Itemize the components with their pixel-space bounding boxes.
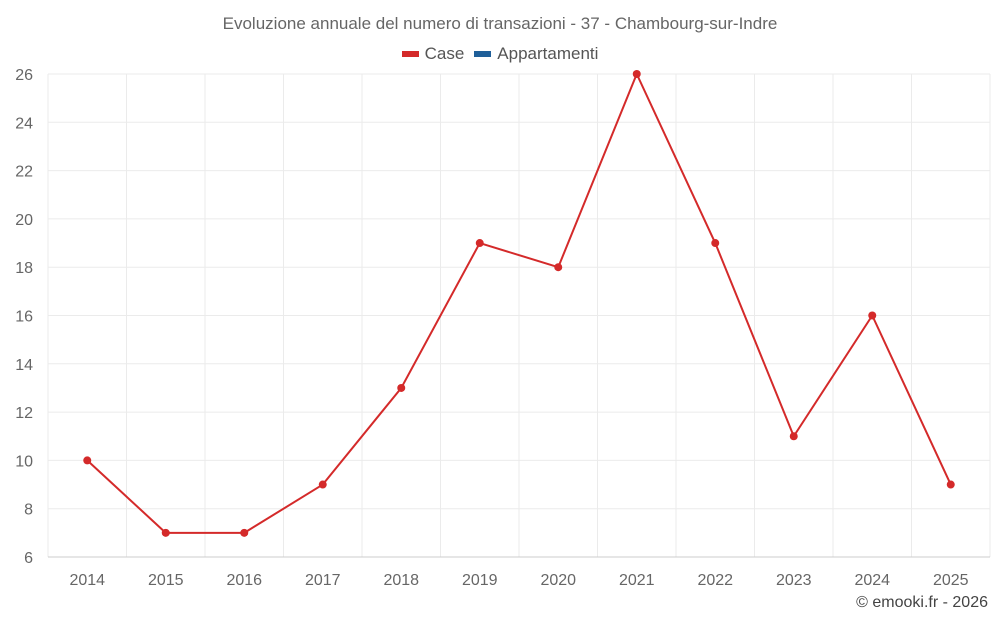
series-layer xyxy=(83,70,955,537)
x-tick-label: 2016 xyxy=(226,572,262,589)
y-tick-label: 24 xyxy=(15,115,33,132)
x-tick-label: 2014 xyxy=(69,572,105,589)
data-point xyxy=(475,239,484,248)
y-tick-label: 20 xyxy=(15,212,33,229)
y-tick-label: 22 xyxy=(15,164,33,181)
data-point xyxy=(868,311,877,320)
legend-label-appartamenti: Appartamenti xyxy=(497,44,599,63)
data-point xyxy=(946,480,955,489)
legend-label-case: Case xyxy=(424,44,465,63)
data-point xyxy=(789,432,798,441)
x-tick-label: 2025 xyxy=(933,572,969,589)
legend-swatch-case xyxy=(401,51,419,57)
y-tick-label: 10 xyxy=(15,453,33,470)
data-point xyxy=(161,528,170,537)
data-point xyxy=(318,480,327,489)
x-tick-label: 2020 xyxy=(540,572,576,589)
x-tick-label: 2017 xyxy=(305,572,341,589)
y-tick-label: 8 xyxy=(24,502,33,519)
x-tick-label: 2015 xyxy=(148,572,184,589)
y-tick-label: 14 xyxy=(15,357,33,374)
legend-item-case[interactable]: Case xyxy=(401,44,465,64)
data-point xyxy=(554,263,563,272)
x-tick-label: 2019 xyxy=(462,572,498,589)
y-tick-label: 26 xyxy=(15,67,33,84)
y-tick-label: 16 xyxy=(15,309,33,326)
y-tick-label: 6 xyxy=(24,550,33,567)
x-tick-label: 2023 xyxy=(776,572,812,589)
data-point xyxy=(632,70,641,78)
legend-swatch-appartamenti xyxy=(474,51,492,57)
x-tick-label: 2018 xyxy=(383,572,419,589)
y-tick-label: 12 xyxy=(15,405,33,422)
x-tick-label: 2022 xyxy=(697,572,733,589)
y-tick-label: 18 xyxy=(15,260,33,277)
credit-text: © emooki.fr - 2026 xyxy=(856,594,988,611)
legend-item-appartamenti[interactable]: Appartamenti xyxy=(474,44,598,64)
grid-lines xyxy=(47,73,991,558)
data-point xyxy=(240,528,249,537)
x-tick-label: 2024 xyxy=(854,572,890,589)
data-point xyxy=(711,239,720,248)
legend: Case Appartamenti xyxy=(0,44,1000,64)
series-line-case xyxy=(86,73,952,534)
data-point xyxy=(83,456,92,465)
data-point xyxy=(397,383,406,392)
x-tick-label: 2021 xyxy=(619,572,655,589)
chart-title: Evoluzione annuale del numero di transaz… xyxy=(222,14,778,33)
